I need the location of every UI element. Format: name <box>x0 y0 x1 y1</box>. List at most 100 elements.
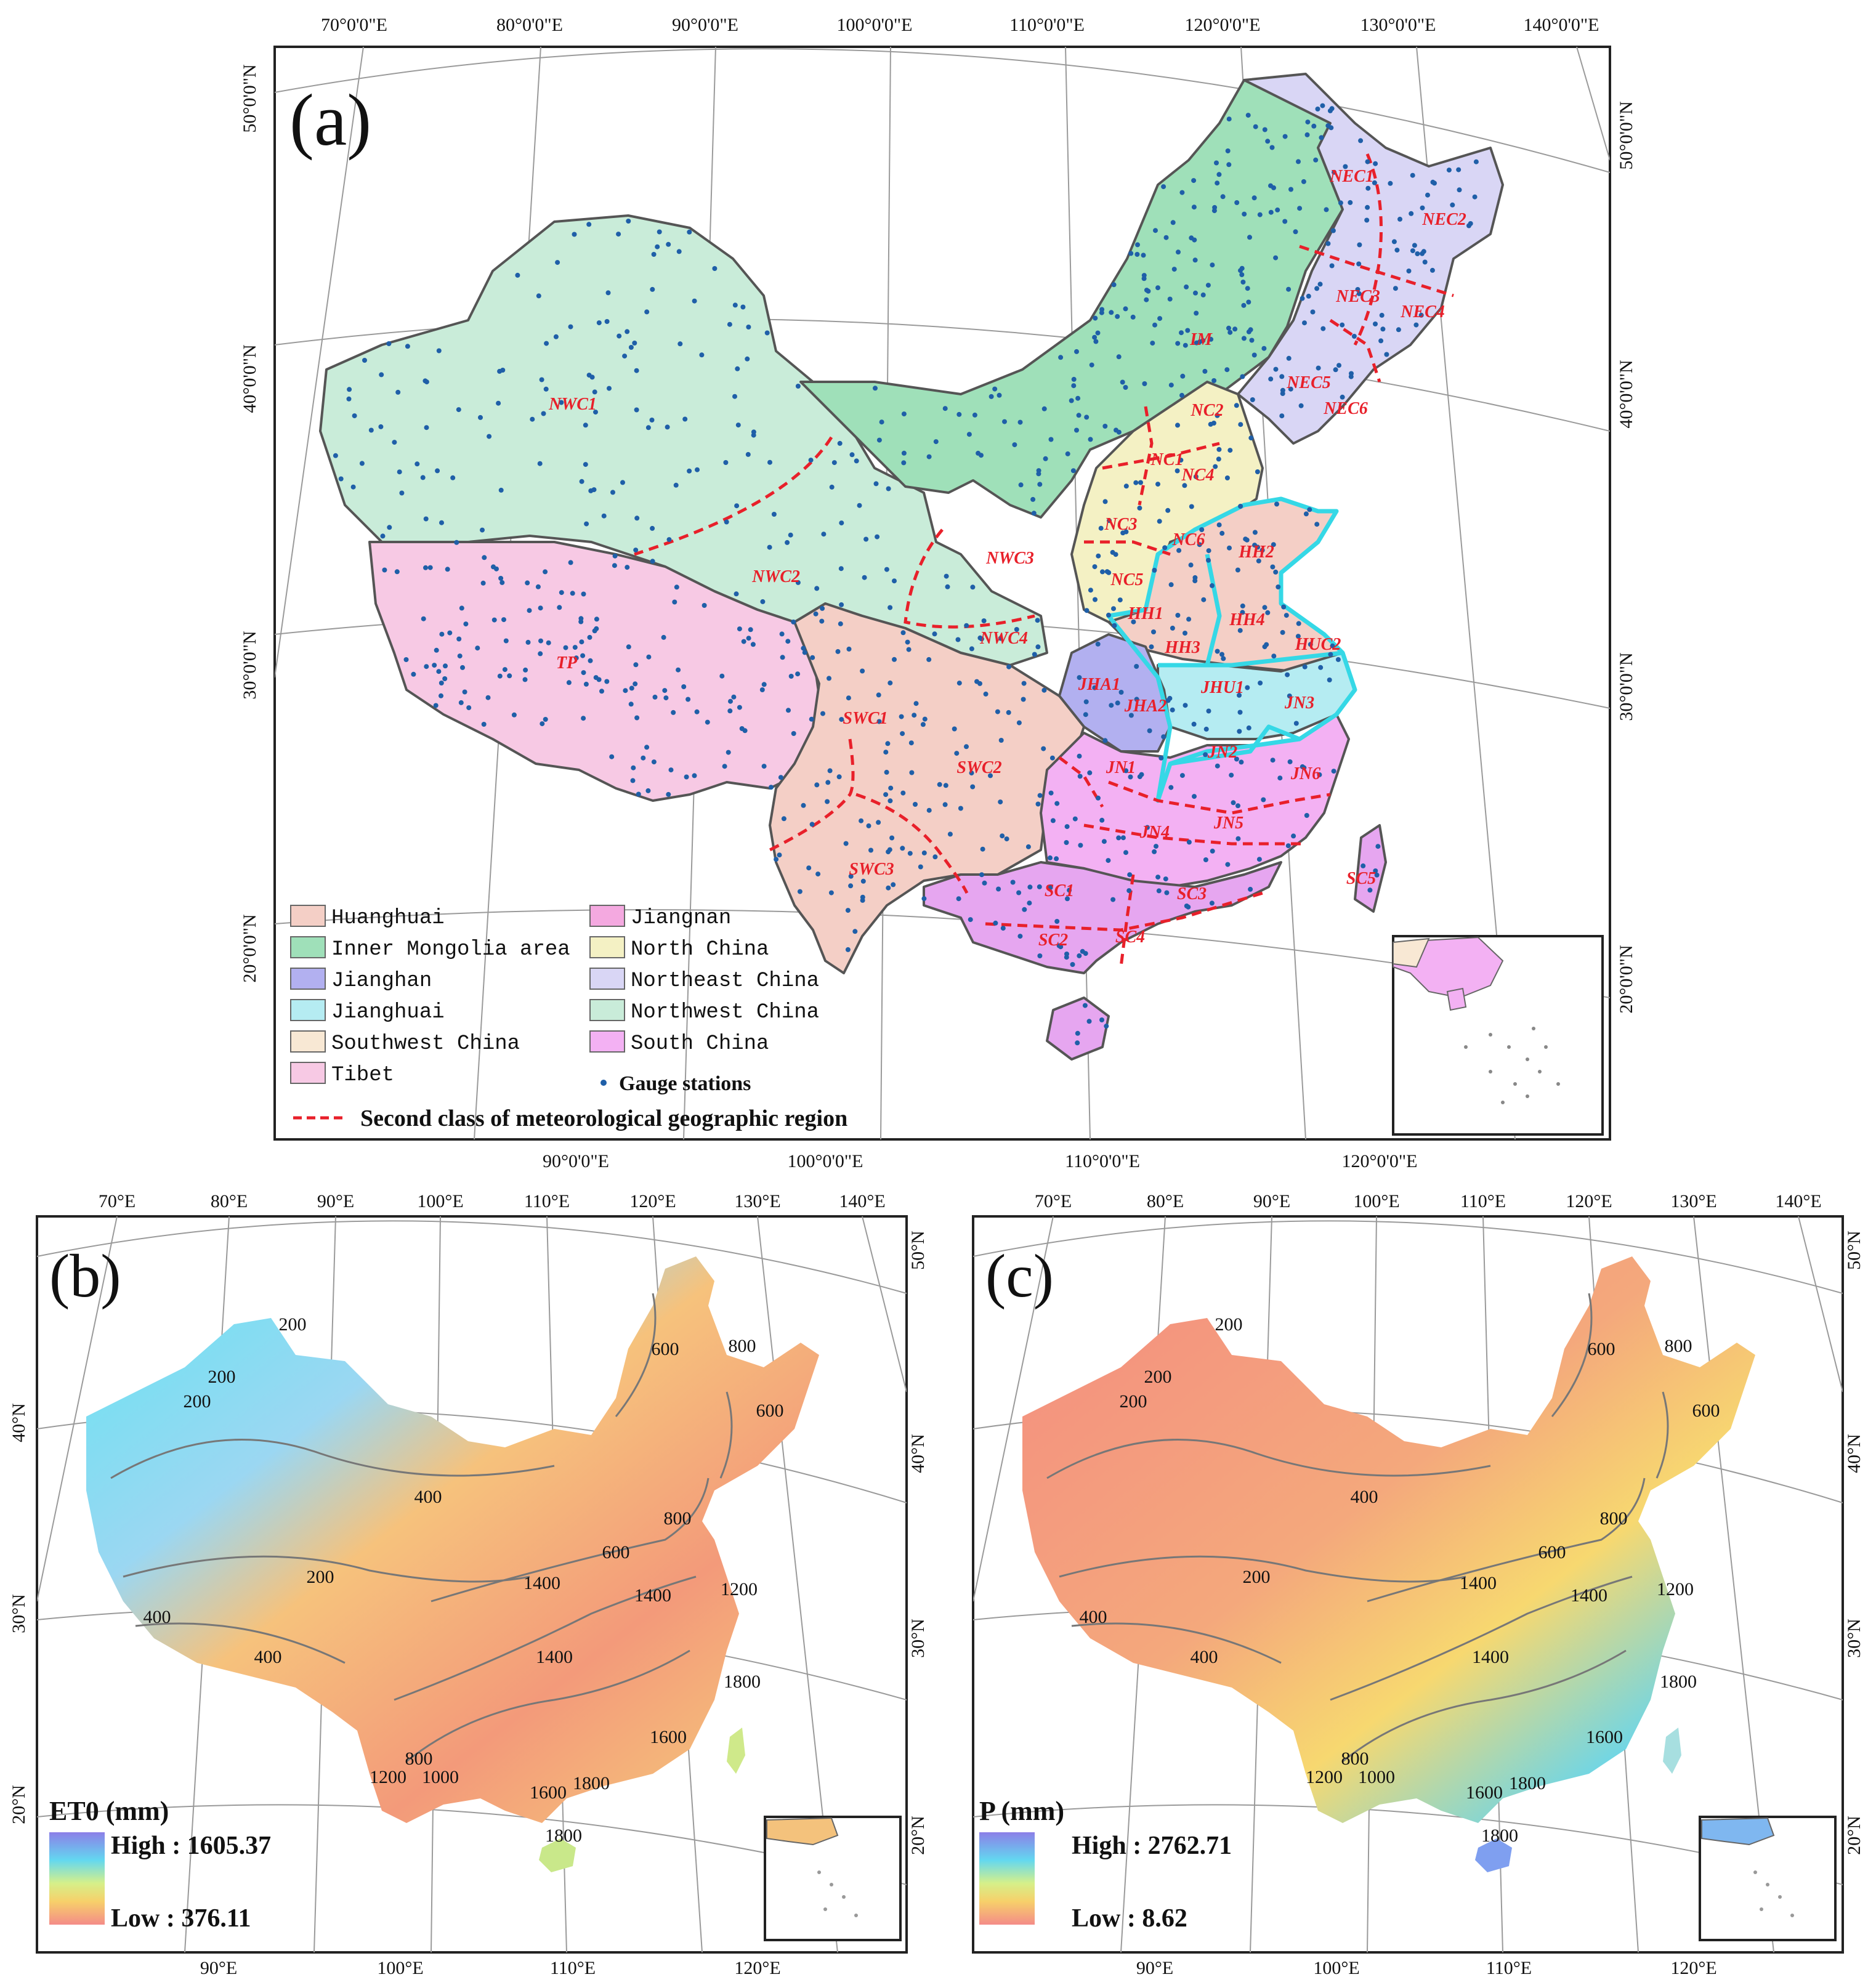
gauge-station <box>1163 235 1169 240</box>
gauge-station <box>692 773 697 778</box>
gauge-station <box>1076 413 1082 418</box>
gauge-station <box>771 512 777 517</box>
gauge-station <box>1280 629 1285 635</box>
gauge-station <box>1224 475 1230 480</box>
gauge-station <box>1152 849 1157 854</box>
panel-b: 2002002002004004004006006006008008008001… <box>9 1191 928 1977</box>
gauge-station <box>1099 817 1105 823</box>
gauge-station <box>887 605 893 610</box>
region-label: NWC4 <box>979 629 1028 648</box>
gauge-station <box>860 668 865 674</box>
gauge-station <box>1304 132 1310 137</box>
gauge-station <box>876 437 882 443</box>
gauge-station <box>821 532 827 537</box>
gauge-station <box>1388 180 1393 186</box>
bottom-lon-tick: 110°0'0"E <box>1065 1151 1140 1171</box>
gauge-station <box>781 816 786 822</box>
contour-label: 400 <box>1080 1607 1107 1627</box>
gauge-station <box>1361 863 1366 868</box>
gauge-station <box>583 681 589 687</box>
gauge-station <box>1450 202 1455 208</box>
gauge-station <box>498 487 504 493</box>
contour-label: 1800 <box>1660 1672 1697 1692</box>
gauge-station <box>1048 790 1054 796</box>
gauge-station <box>507 673 512 679</box>
gauge-station <box>886 486 891 491</box>
gauge-station <box>1111 606 1116 612</box>
bottom-lon-tick: 90°0'0"E <box>543 1151 609 1171</box>
gauge-station <box>457 653 463 659</box>
gauge-station <box>731 694 737 700</box>
gauge-station <box>1179 773 1185 778</box>
contour-label: 200 <box>1120 1391 1147 1412</box>
gauge-station <box>511 712 517 718</box>
gauge-station <box>661 634 666 640</box>
panel-a-dashed-boundaries <box>634 153 1454 968</box>
top-lon-tick: 140°0'0"E <box>1524 15 1599 35</box>
gauge-station <box>634 368 639 373</box>
gauge-station <box>350 484 356 490</box>
gauge-station <box>998 799 1003 805</box>
gauge-station <box>1030 496 1036 502</box>
gauge-station <box>1191 721 1197 727</box>
top-lon-tick: 100°0'0"E <box>837 15 913 35</box>
gauge-station <box>1200 292 1206 297</box>
gauge-station <box>1364 217 1370 223</box>
gauge-station <box>537 461 543 466</box>
gauge-station <box>1058 944 1064 950</box>
gauge-station <box>1265 139 1271 144</box>
gauge-station <box>1130 314 1136 320</box>
gauge-station <box>1197 339 1203 344</box>
contour-label: 1600 <box>530 1782 567 1803</box>
contour-label: 1800 <box>724 1672 761 1692</box>
legend-item-label: Northwest China <box>631 1001 819 1024</box>
gauge-station <box>899 714 904 719</box>
gauge-station <box>1280 387 1285 393</box>
gauge-station <box>1088 437 1093 442</box>
gauge-station <box>745 451 751 457</box>
panel-a: NWC1 NWC2 NWC3 NWC4 TP IM NEC1 NEC2 NEC3 NEC4 NEC5… <box>240 15 1636 1171</box>
region-label: NEC5 <box>1286 373 1331 392</box>
gauge-station <box>1216 522 1222 528</box>
gauge-station <box>1197 542 1202 548</box>
gauge-station <box>970 784 976 790</box>
region-label: NC2 <box>1191 401 1224 420</box>
gauge-station <box>596 320 602 326</box>
gauge-station <box>1300 296 1305 301</box>
gauge-station <box>1133 480 1139 485</box>
gauge-station <box>769 785 774 790</box>
region-label: NWC3 <box>985 549 1034 568</box>
gauge-station <box>482 555 487 560</box>
gauge-station <box>998 738 1004 743</box>
gauge-station <box>1163 876 1168 882</box>
gauge-station <box>1115 700 1120 706</box>
contour-label: 1400 <box>536 1647 573 1667</box>
gauge-station <box>1058 355 1064 360</box>
gauge-station <box>1141 273 1147 278</box>
gauge-station <box>1274 501 1279 507</box>
gauge-station <box>827 676 831 681</box>
gauge-station <box>900 790 906 796</box>
gauge-station <box>1279 374 1285 379</box>
gauge-station <box>592 389 597 395</box>
gauge-station <box>1340 394 1345 400</box>
top-lon-tick: 70°0'0"E <box>321 15 387 35</box>
gauge-station <box>1170 220 1176 225</box>
legend-item-label: Jianghuai <box>331 1001 445 1024</box>
gauge-station <box>530 416 535 422</box>
gauge-station <box>1116 354 1122 360</box>
gauge-station <box>1235 836 1241 841</box>
gauge-station <box>795 580 801 585</box>
gauge-station <box>1189 504 1194 509</box>
gauge-station <box>802 650 807 655</box>
gauge-station <box>641 755 646 761</box>
gauge-station <box>1128 713 1134 718</box>
gauge-station <box>362 358 367 363</box>
gauge-station <box>386 341 392 346</box>
panel-c-legend: P (mm) High : 2762.71 Low : 8.62 <box>979 1796 1232 1933</box>
gauge-station <box>599 689 604 694</box>
gauge-station <box>1375 844 1381 849</box>
gauge-station <box>814 782 820 788</box>
gauge-station <box>795 384 801 389</box>
gauge-station <box>1335 657 1341 662</box>
